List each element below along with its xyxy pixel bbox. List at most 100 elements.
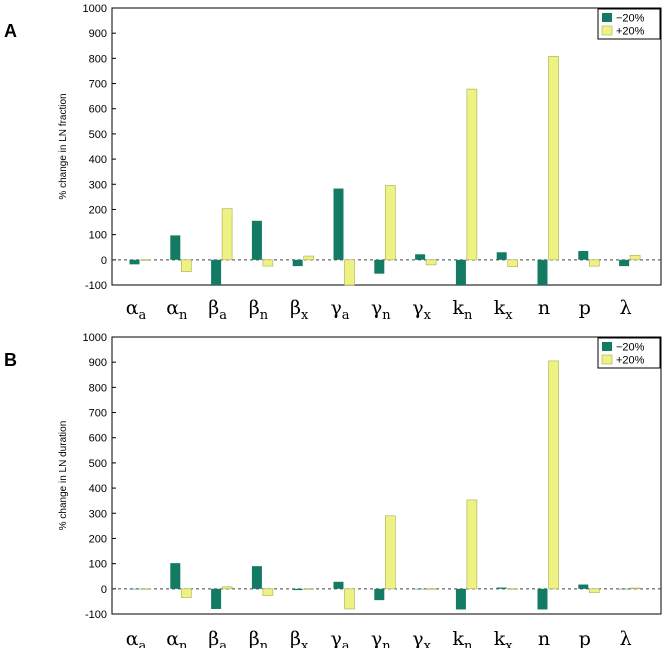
bar-plus20-2 bbox=[221, 586, 233, 590]
legend-swatch-minus20 bbox=[602, 342, 612, 351]
bar-minus20-1 bbox=[170, 235, 181, 260]
x-category-label: αn bbox=[166, 297, 188, 323]
bar-minus20-4 bbox=[292, 259, 303, 267]
bar-plus20-7 bbox=[425, 588, 437, 590]
bar-minus20-5 bbox=[333, 188, 344, 260]
y-tick-label: -100 bbox=[85, 609, 107, 621]
bar-minus20-8 bbox=[455, 259, 466, 285]
y-tick-label: 800 bbox=[89, 53, 107, 65]
y-tick-label: 900 bbox=[89, 28, 107, 40]
legend-swatch-minus20 bbox=[602, 13, 612, 22]
bar-plus20-8 bbox=[466, 499, 478, 590]
bar-plus20-4 bbox=[303, 588, 315, 590]
legend-swatch-plus20 bbox=[601, 25, 613, 36]
x-category-label: p bbox=[579, 297, 591, 319]
x-category-label: γx bbox=[412, 297, 431, 323]
bar-minus20-8 bbox=[455, 588, 466, 610]
bar-minus20-6 bbox=[374, 588, 385, 601]
bar-plus20-1 bbox=[181, 588, 192, 598]
y-tick-label: 100 bbox=[89, 230, 107, 242]
bar-plus20-4 bbox=[303, 255, 315, 261]
bar-minus20-3 bbox=[251, 220, 262, 260]
x-category-label: γn bbox=[371, 628, 391, 648]
y-tick-label: 900 bbox=[89, 357, 107, 369]
x-category-label: kn bbox=[452, 297, 473, 323]
panel-letter: A bbox=[4, 21, 17, 41]
legend-label: +20% bbox=[616, 26, 645, 38]
x-category-label: kn bbox=[452, 628, 473, 648]
y-tick-label: 0 bbox=[101, 255, 107, 267]
bar-plus20-12 bbox=[629, 587, 641, 590]
bar-minus20-2 bbox=[211, 259, 222, 285]
x-category-label: αa bbox=[126, 297, 147, 323]
bar-minus20-10 bbox=[537, 259, 548, 285]
y-tick-label: 600 bbox=[89, 433, 107, 445]
y-tick-label: 700 bbox=[89, 408, 107, 420]
y-tick-label: 200 bbox=[89, 204, 107, 216]
bar-plus20-1 bbox=[181, 259, 192, 272]
y-tick-label: 800 bbox=[89, 382, 107, 394]
y-tick-label: 500 bbox=[89, 129, 107, 141]
y-tick-label: 400 bbox=[89, 483, 107, 495]
y-tick-label: 600 bbox=[89, 104, 107, 116]
bar-plus20-11 bbox=[588, 259, 600, 267]
x-category-label: βn bbox=[249, 297, 269, 323]
bar-minus20-9 bbox=[496, 587, 507, 589]
y-tick-label: 300 bbox=[89, 508, 107, 520]
y-tick-label: 200 bbox=[89, 533, 107, 545]
bar-minus20-9 bbox=[496, 252, 507, 260]
x-category-label: βa bbox=[208, 297, 227, 323]
bar-plus20-9 bbox=[507, 259, 519, 267]
x-category-label: n bbox=[538, 628, 550, 648]
x-category-label: kx bbox=[494, 297, 514, 323]
x-category-label: γx bbox=[412, 628, 431, 648]
bar-plus20-0 bbox=[140, 259, 151, 261]
y-tick-label: 1000 bbox=[83, 332, 107, 344]
bar-minus20-2 bbox=[211, 588, 222, 609]
bar-minus20-5 bbox=[333, 581, 344, 589]
chart-panel-a: A -100 0 100 200 300 400 500 600 700 800 900 1000 % c… bbox=[4, 3, 662, 323]
x-category-label: n bbox=[538, 297, 550, 319]
legend-label: +20% bbox=[616, 355, 645, 367]
x-category-label: βx bbox=[290, 628, 309, 648]
bar-plus20-3 bbox=[262, 259, 274, 267]
x-category-label: αa bbox=[126, 628, 147, 648]
bar-plus20-7 bbox=[425, 259, 437, 266]
bar-minus20-11 bbox=[578, 251, 589, 260]
y-tick-label: 100 bbox=[89, 559, 107, 571]
bar-minus20-3 bbox=[251, 566, 262, 589]
bar-minus20-0 bbox=[129, 588, 140, 590]
bar-plus20-3 bbox=[262, 588, 274, 596]
legend-label: −20% bbox=[616, 13, 645, 25]
chart-panel-b: B -100 0 100 200 300 400 500 600 700 800 900 1000 % c… bbox=[4, 332, 662, 648]
x-category-label: βx bbox=[290, 297, 309, 323]
y-tick-label: 0 bbox=[101, 584, 107, 596]
y-tick-label: 300 bbox=[89, 179, 107, 191]
x-category-label: βa bbox=[208, 628, 227, 648]
bar-plus20-12 bbox=[629, 254, 641, 261]
bar-plus20-5 bbox=[344, 259, 355, 286]
y-tick-label: 1000 bbox=[83, 3, 107, 15]
bar-plus20-8 bbox=[466, 88, 478, 261]
x-category-label: βn bbox=[249, 628, 269, 648]
x-category-label: γa bbox=[330, 628, 349, 648]
bar-minus20-4 bbox=[292, 588, 303, 591]
bar-minus20-7 bbox=[415, 588, 426, 590]
y-tick-label: 400 bbox=[89, 154, 107, 166]
bar-plus20-2 bbox=[221, 208, 233, 261]
legend-swatch-plus20 bbox=[601, 354, 613, 365]
bar-plus20-5 bbox=[344, 588, 355, 610]
bar-minus20-10 bbox=[537, 588, 548, 610]
x-category-label: αn bbox=[166, 628, 188, 648]
bar-plus20-10 bbox=[548, 56, 559, 261]
bar-plus20-6 bbox=[384, 185, 396, 261]
x-category-label: kx bbox=[494, 628, 514, 648]
y-tick-label: 500 bbox=[89, 458, 107, 470]
x-category-label: λ bbox=[620, 297, 632, 319]
x-category-label: γa bbox=[330, 297, 349, 323]
y-tick-label: -100 bbox=[85, 280, 107, 292]
bar-plus20-6 bbox=[384, 515, 396, 590]
bar-plus20-0 bbox=[140, 588, 151, 590]
y-tick-label: 700 bbox=[89, 79, 107, 91]
